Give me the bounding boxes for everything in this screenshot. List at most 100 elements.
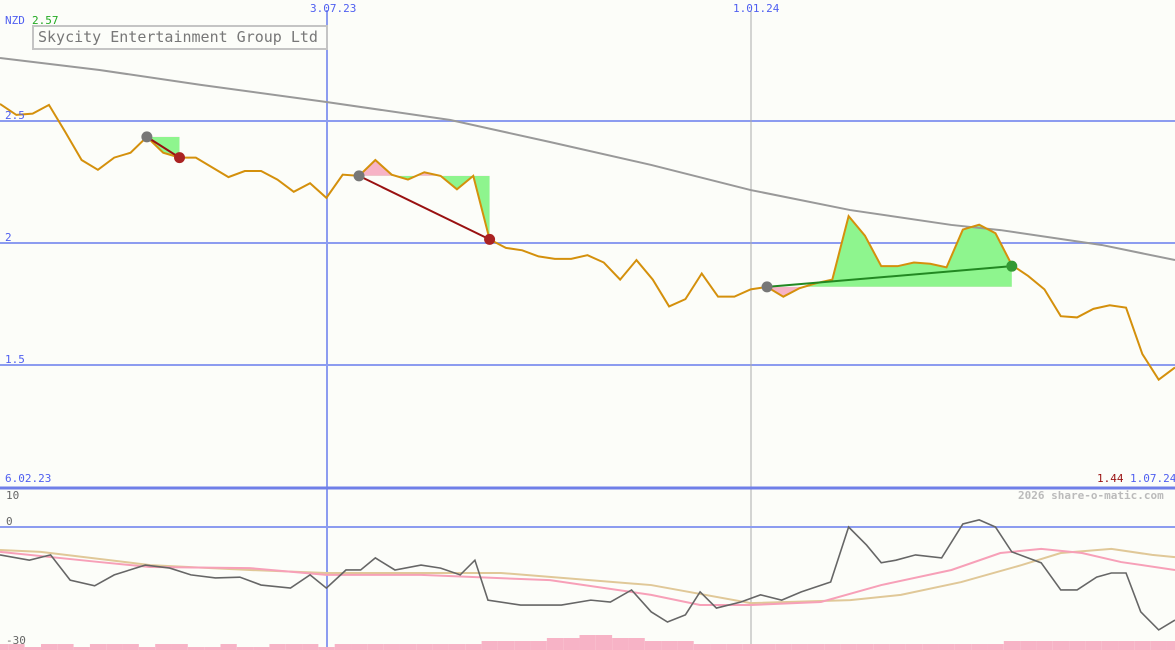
volume-bar xyxy=(269,644,286,650)
volume-bar xyxy=(432,644,449,650)
volume-bar xyxy=(873,644,890,650)
volume-bar xyxy=(351,644,368,650)
volume-bar xyxy=(726,644,743,650)
volume-bar xyxy=(122,644,139,650)
volume-bar xyxy=(334,644,352,650)
volume-bar xyxy=(742,644,759,650)
volume-bar xyxy=(1118,641,1135,650)
volume-bar xyxy=(889,644,906,650)
volume-bar xyxy=(971,644,988,650)
trade-entry-marker xyxy=(353,170,365,182)
volume-bar xyxy=(530,641,547,650)
volume-bar xyxy=(693,644,711,650)
volume-bar xyxy=(791,644,808,650)
indicator-tick-label: 10 xyxy=(6,489,20,502)
indicator-tick-label: -30 xyxy=(6,634,26,647)
volume-bar xyxy=(922,644,939,650)
volume-bar xyxy=(1003,641,1021,650)
volume-bar xyxy=(8,644,25,650)
volume-bar xyxy=(481,641,498,650)
volume-bar xyxy=(497,641,515,650)
volume-bar xyxy=(236,647,254,650)
trade-line xyxy=(358,175,491,241)
trade-area-below xyxy=(359,175,490,240)
y-tick-label: 2 xyxy=(5,231,12,244)
volume-bar xyxy=(318,647,335,650)
signal_slow-line xyxy=(0,547,1175,605)
volume-bar xyxy=(954,644,972,650)
volume-bar xyxy=(546,638,564,650)
volume-bar xyxy=(399,644,417,650)
x-tick-label: 1.01.24 xyxy=(733,2,780,15)
price-line xyxy=(0,103,1175,382)
volume-bar xyxy=(1085,641,1102,650)
trade-exit-marker xyxy=(484,233,496,245)
volume-bar xyxy=(465,644,482,650)
volume-bar xyxy=(644,641,662,650)
volume-bar xyxy=(171,644,188,650)
copyright: 2026 share-o-matic.com xyxy=(1018,489,1164,502)
volume-bar xyxy=(661,641,678,650)
volume-bar xyxy=(285,644,303,650)
volume-bar xyxy=(204,647,221,650)
trade-entry-marker xyxy=(761,281,773,293)
trade-area-above xyxy=(767,216,1012,287)
volume-bar xyxy=(253,647,270,650)
volume-bar xyxy=(155,644,172,650)
volume-bar xyxy=(807,644,825,650)
trade-line xyxy=(766,265,1012,288)
volume-bar xyxy=(628,638,645,650)
signal_fast-line xyxy=(0,547,1175,607)
volume-bar xyxy=(40,644,58,650)
volume-bar xyxy=(1069,641,1086,650)
volume-bar xyxy=(824,644,841,650)
x-tick-label: 3.07.23 xyxy=(310,2,357,15)
low-value-label: 1.44 xyxy=(1097,472,1124,485)
volume-bar xyxy=(138,647,156,650)
volume-bar xyxy=(1150,641,1167,650)
volume-bar xyxy=(595,635,613,650)
high-value-label: 2.57 xyxy=(32,14,59,27)
indicator-tick-label: 0 xyxy=(6,515,13,528)
y-tick-label: 2.5 xyxy=(5,109,25,122)
volume-bar xyxy=(1036,641,1053,650)
volume-bar xyxy=(775,644,792,650)
volume-bar xyxy=(220,644,237,650)
x-tick-label: 1.07.24 xyxy=(1130,472,1175,485)
trade-line xyxy=(146,136,181,159)
volume-bar xyxy=(302,644,319,650)
volume-bar xyxy=(938,644,955,650)
volume-bar xyxy=(905,644,923,650)
trade-exit-marker xyxy=(1006,260,1018,272)
volume-bar xyxy=(383,644,400,650)
volume-bar xyxy=(840,644,857,650)
volume-bar xyxy=(1167,641,1175,650)
currency-label: NZD xyxy=(5,14,25,27)
volume-bar xyxy=(612,638,629,650)
volume-bar xyxy=(73,647,90,650)
volume-bar xyxy=(563,638,580,650)
volume-bar xyxy=(416,644,433,650)
volume-bar xyxy=(987,644,1004,650)
volume-bar xyxy=(89,644,107,650)
volume-bar xyxy=(710,644,727,650)
moving-average-line xyxy=(0,57,1175,262)
volume-bar xyxy=(24,647,41,650)
trade-area-below xyxy=(767,286,1012,297)
volume-bar xyxy=(1101,641,1119,650)
volume-bar xyxy=(57,644,74,650)
volume-bar xyxy=(448,644,466,650)
y-tick-label: 1.5 xyxy=(5,353,25,366)
volume-bar xyxy=(0,644,9,650)
trade-entry-marker xyxy=(141,131,153,143)
volume-bar xyxy=(1052,641,1070,650)
x-tick-label: 6.02.23 xyxy=(5,472,52,485)
volume-bar xyxy=(187,647,205,650)
volume-bar xyxy=(106,644,123,650)
volume-bar xyxy=(677,641,694,650)
trade-exit-marker xyxy=(174,152,186,164)
volume-bar xyxy=(856,644,874,650)
volume-bar xyxy=(514,641,531,650)
